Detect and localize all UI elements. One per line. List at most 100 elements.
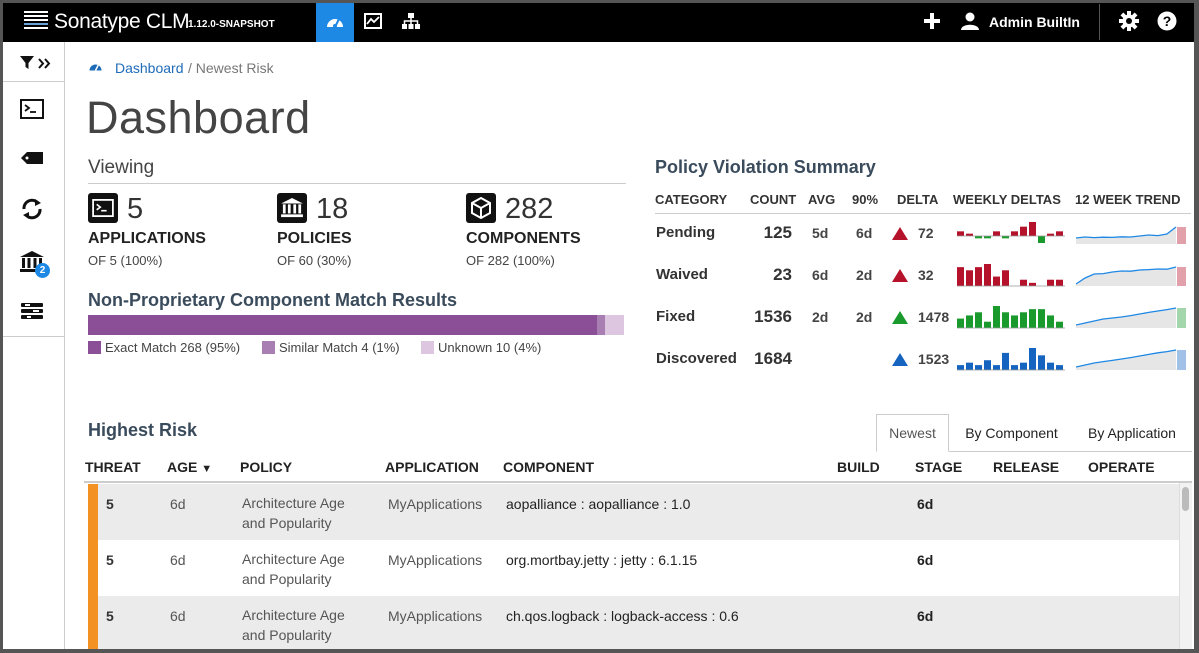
- pv-pending-delta: 72: [918, 225, 934, 241]
- weekly-delta-bar: [1047, 315, 1054, 328]
- legend-exact: Exact Match 268 (95%): [88, 340, 240, 355]
- sidebar-item-refresh[interactable]: [15, 194, 49, 224]
- match-segment-unknown[interactable]: [604, 315, 624, 335]
- pv-header-avg: AVG: [808, 192, 836, 207]
- user-name[interactable]: Admin BuiltIn: [989, 14, 1080, 30]
- row-stage: 6d: [917, 608, 934, 624]
- dashboard-icon: [327, 18, 343, 28]
- col-policy[interactable]: POLICY: [240, 459, 293, 475]
- nav-organization-button[interactable]: [392, 0, 430, 42]
- app-brand[interactable]: Sonatype CLM: [54, 10, 190, 33]
- sidebar-item-policies[interactable]: 2: [15, 247, 50, 278]
- settings-button[interactable]: [1117, 0, 1141, 42]
- pv-fixed-label: Fixed: [656, 308, 696, 325]
- weekly-delta-bar: [1011, 365, 1018, 370]
- weekly-delta-bar: [993, 365, 1000, 370]
- weekly-delta-bar: [1029, 282, 1036, 286]
- table-scrollbar[interactable]: [1179, 483, 1192, 653]
- table-row[interactable]: 5 6d Architecture Age and Popularity MyAp…: [88, 596, 1179, 652]
- weekly-delta-bar: [975, 365, 982, 370]
- add-button[interactable]: [920, 0, 944, 42]
- pv-header-divider: [655, 213, 1191, 214]
- row-policy: Architecture Age and Popularity: [242, 605, 345, 645]
- pv-pending-label: Pending: [656, 224, 716, 241]
- stat-applications-label: APPLICATIONS: [88, 230, 206, 247]
- threat-stripe: [88, 540, 98, 596]
- pv-discovered-label: Discovered: [656, 350, 737, 367]
- stat-components-label: COMPONENTS: [466, 230, 581, 247]
- weekly-delta-bar: [1011, 315, 1018, 328]
- col-application[interactable]: APPLICATION: [385, 459, 479, 475]
- user-menu[interactable]: [958, 0, 982, 42]
- weekly-delta-bar: [966, 270, 973, 286]
- row-policy-line2: and Popularity: [242, 515, 332, 531]
- trend-current-bar: [1177, 350, 1186, 370]
- expand-icon[interactable]: [38, 58, 52, 69]
- row-component: org.mortbay.jetty : jetty : 6.1.15: [506, 552, 698, 568]
- weekly-delta-bar: [1011, 231, 1018, 236]
- col-release[interactable]: RELEASE: [993, 459, 1060, 475]
- row-policy-line2: and Popularity: [242, 571, 332, 587]
- tab-by-application[interactable]: By Application: [1088, 425, 1176, 441]
- table-row[interactable]: 5 6d Architecture Age and Popularity MyAp…: [88, 484, 1179, 540]
- pv-pending-count: 125: [763, 223, 792, 242]
- col-operate[interactable]: OPERATE: [1088, 459, 1155, 475]
- col-build[interactable]: BUILD: [837, 459, 880, 475]
- weekly-delta-bar: [1020, 279, 1027, 286]
- match-segment-similar[interactable]: [597, 315, 605, 335]
- tab-by-component[interactable]: By Component: [965, 425, 1058, 441]
- sort-desc-icon: ▼: [201, 463, 213, 475]
- col-stage[interactable]: STAGE: [915, 459, 963, 475]
- stat-policies-count[interactable]: 18: [316, 193, 349, 225]
- help-button[interactable]: ?: [1155, 0, 1179, 42]
- pv-waived-avg: 6d: [812, 267, 829, 283]
- pv-waived-count: 23: [773, 265, 792, 284]
- nav-reports-button[interactable]: [354, 0, 392, 42]
- sidebar-item-applications[interactable]: [15, 94, 49, 124]
- row-policy: Architecture Age and Popularity: [242, 549, 345, 589]
- app-version: 1.12.0-SNAPSHOT: [188, 19, 275, 30]
- stat-policies-icon-box: [277, 193, 307, 223]
- match-results-bar[interactable]: [88, 315, 624, 335]
- sidebar-divider: [0, 336, 64, 337]
- pv-pending-trend-chart: [1076, 226, 1186, 244]
- user-icon: [961, 12, 979, 30]
- col-age[interactable]: AGE ▼: [167, 459, 212, 475]
- nav-dashboard-button[interactable]: [316, 0, 354, 42]
- violation-summary-title: Policy Violation Summary: [655, 157, 876, 177]
- weekly-delta-bar: [975, 312, 982, 328]
- sonatype-logo-icon: [24, 11, 48, 33]
- row-policy: Architecture Age and Popularity: [242, 493, 345, 533]
- filter-icon[interactable]: [20, 56, 34, 70]
- breadcrumb-dashboard-link[interactable]: Dashboard: [115, 60, 184, 76]
- tab-newest[interactable]: Newest: [876, 414, 949, 452]
- delta-up-icon: [892, 353, 908, 366]
- trend-area: [1076, 227, 1176, 244]
- table-row[interactable]: 5 6d Architecture Age and Popularity MyAp…: [88, 540, 1179, 596]
- stat-components-count[interactable]: 282: [505, 193, 554, 225]
- weekly-delta-bar: [984, 321, 991, 328]
- table-scrollbar-thumb[interactable]: [1182, 487, 1189, 511]
- trend-area: [1076, 350, 1176, 370]
- col-threat[interactable]: THREAT: [85, 459, 141, 475]
- sidebar-item-components[interactable]: [15, 296, 49, 326]
- weekly-delta-bar: [1038, 309, 1045, 328]
- legend-unknown: Unknown 10 (4%): [421, 340, 541, 355]
- weekly-delta-bar: [975, 267, 982, 286]
- stat-policies-label: POLICIES: [277, 230, 352, 247]
- components-icon: [21, 303, 43, 319]
- stat-applications-count[interactable]: 5: [127, 193, 144, 225]
- weekly-delta-bar: [993, 306, 1000, 328]
- stat-components-sub: OF 282 (100%): [466, 253, 555, 268]
- organization-icon: [402, 13, 420, 29]
- pv-fixed-avg: 2d: [812, 309, 829, 325]
- refresh-icon: [22, 198, 42, 220]
- match-segment-exact[interactable]: [88, 315, 598, 335]
- col-component[interactable]: COMPONENT: [503, 459, 594, 475]
- threat-stripe: [88, 596, 98, 652]
- pv-header-count: COUNT: [750, 192, 797, 207]
- row-threat: 5: [106, 552, 114, 568]
- legend-similar: Similar Match 4 (1%): [262, 340, 400, 355]
- table-header-divider: [84, 481, 1192, 483]
- sidebar-item-tags[interactable]: [15, 143, 49, 173]
